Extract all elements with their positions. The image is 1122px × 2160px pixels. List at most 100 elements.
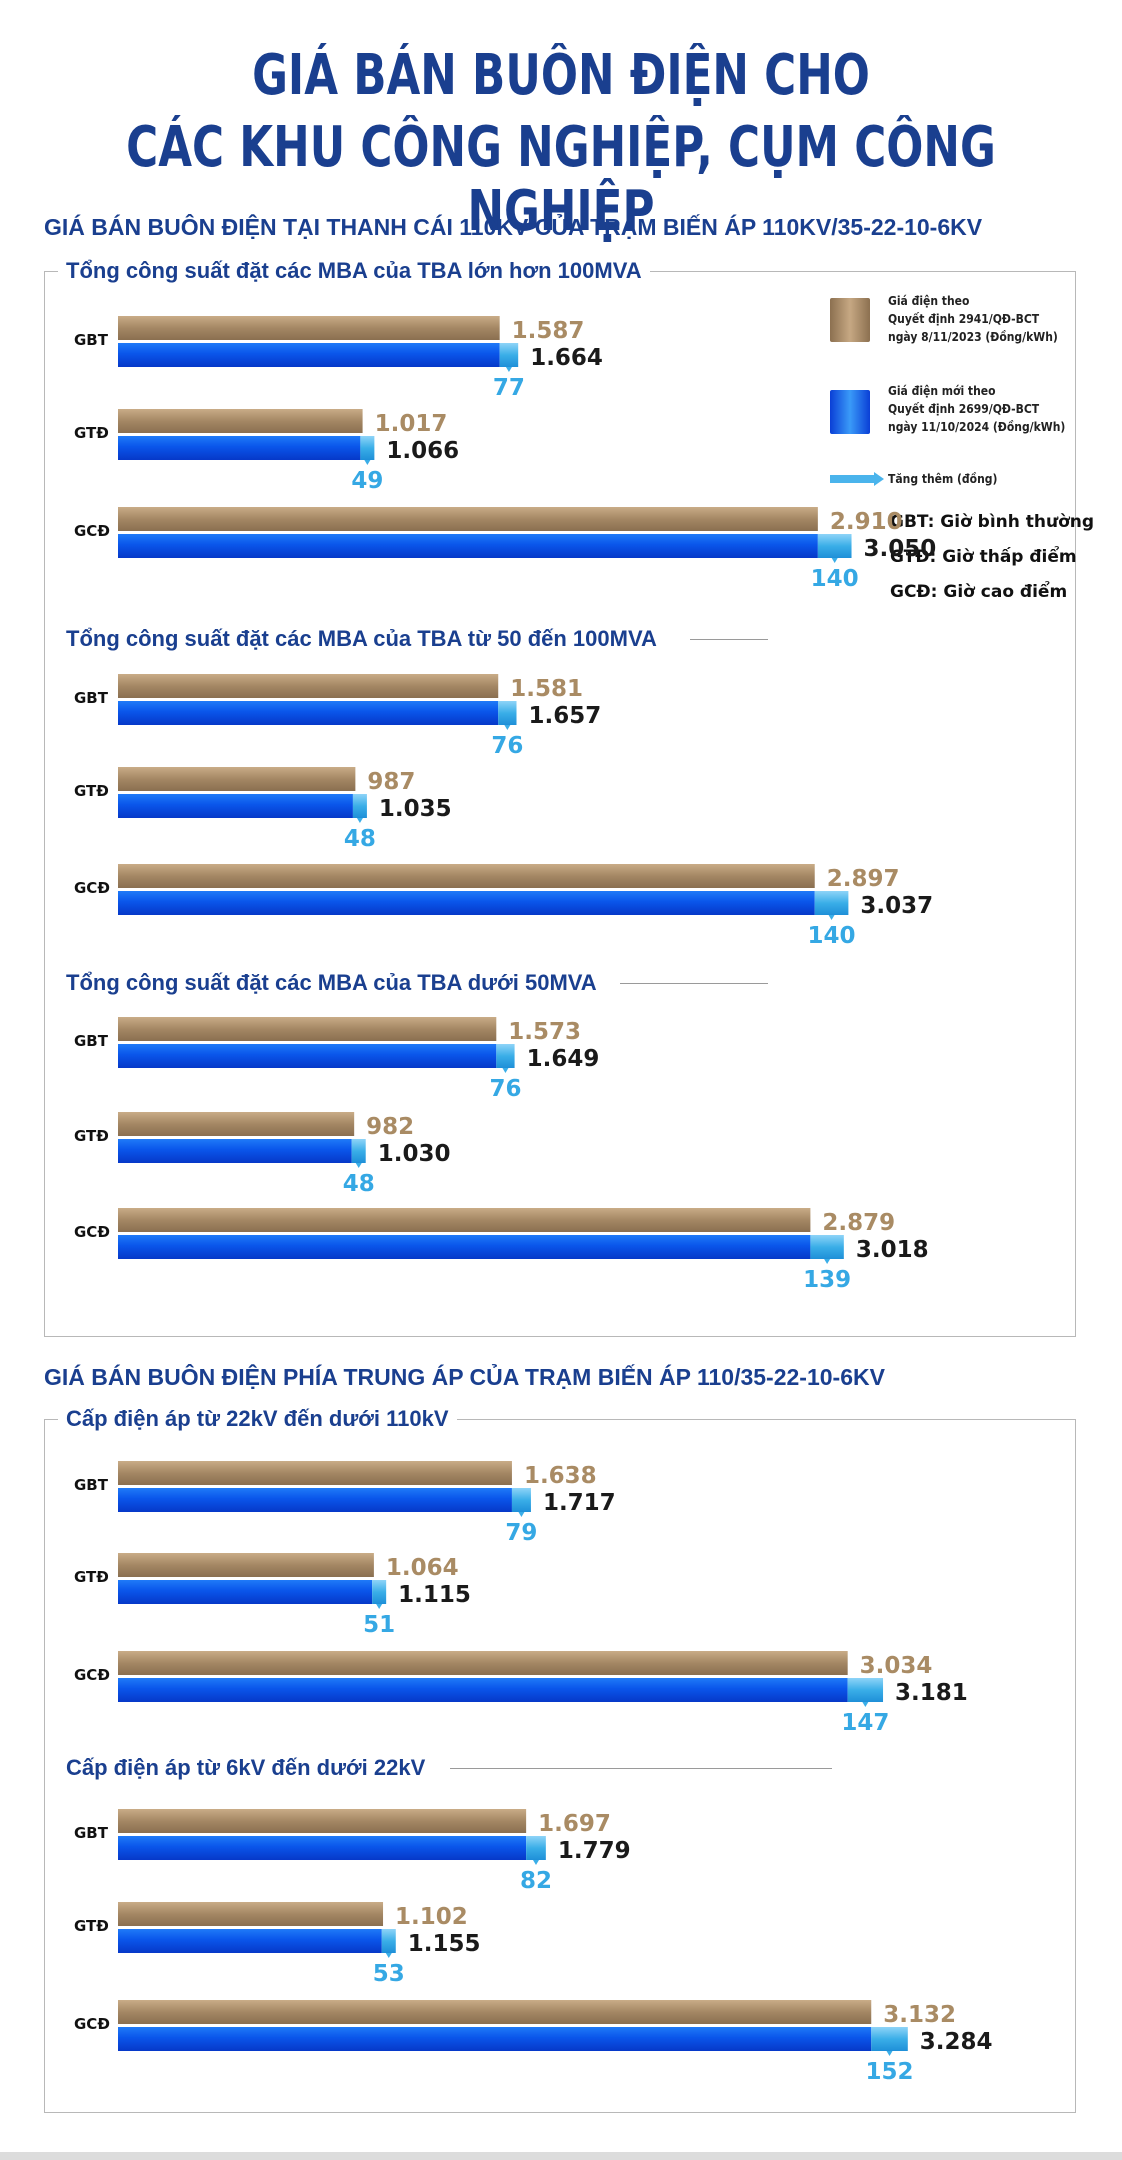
- chart-5-title-rule: [450, 1768, 832, 1769]
- new-price-label: 1.664: [530, 345, 603, 371]
- category-label: GBT: [74, 689, 109, 707]
- new-price-label: 1.035: [379, 796, 452, 822]
- increase-segment: [810, 1235, 844, 1259]
- increase-pointer: [376, 1604, 383, 1609]
- increase-label: 140: [811, 566, 859, 592]
- new-price-bar: [118, 343, 500, 367]
- chart-2-title-rule: [690, 639, 768, 640]
- section-2-frame: [44, 1419, 1076, 2113]
- increase-pointer: [505, 367, 512, 372]
- new-price-label: 3.181: [895, 1680, 968, 1706]
- legend-new-line-3: ngày 11/10/2024 (Đồng/kWh): [888, 420, 1066, 434]
- new-price-label: 1.155: [408, 1931, 481, 1957]
- legend-increase-arrow-icon: [830, 472, 884, 486]
- increase-segment: [817, 534, 852, 558]
- section-1-title: GIÁ BÁN BUÔN ĐIỆN TẠI THANH CÁI 110KV CỦ…: [44, 214, 983, 240]
- new-price-bar: [118, 2027, 872, 2051]
- new-price-label: 1.115: [398, 1582, 471, 1608]
- new-price-label: 1.066: [386, 438, 459, 464]
- increase-label: 53: [373, 1961, 405, 1987]
- increase-pointer: [886, 2051, 893, 2056]
- old-price-bar: [118, 316, 500, 340]
- legend-old-line-2: Quyết định 2941/QĐ-BCT: [888, 312, 1040, 326]
- increase-pointer: [504, 725, 511, 730]
- legend-gbt: GBT: Giờ bình thường: [890, 512, 1095, 532]
- category-label: GCĐ: [74, 522, 110, 540]
- new-price-label: 3.050: [864, 536, 937, 562]
- new-price-label: 3.018: [856, 1237, 929, 1263]
- legend-new-line-2: Quyết định 2699/QĐ-BCT: [888, 402, 1040, 416]
- increase-pointer: [355, 1163, 362, 1168]
- increase-pointer: [385, 1953, 392, 1958]
- increase-label: 140: [808, 923, 856, 949]
- chart-3-title-rule: [620, 983, 768, 984]
- increase-pointer: [831, 558, 838, 563]
- increase-label: 48: [343, 1171, 375, 1197]
- increase-label: 152: [866, 2059, 914, 2085]
- old-price-bar: [118, 2000, 872, 2024]
- old-price-label: 1.573: [508, 1019, 581, 1045]
- old-price-bar: [118, 409, 363, 433]
- old-price-bar: [118, 1461, 512, 1485]
- new-price-bar: [118, 701, 499, 725]
- category-label: GTĐ: [74, 782, 109, 800]
- increase-label: 51: [363, 1612, 395, 1638]
- legend-swatch-new-price: [830, 390, 870, 434]
- chart-3-title: Tổng công suất đặt các MBA của TBA dưới …: [58, 970, 605, 996]
- new-price-label: 1.657: [529, 703, 602, 729]
- increase-pointer: [824, 1259, 831, 1264]
- increase-label: 48: [344, 826, 376, 852]
- category-label: GTĐ: [74, 1917, 109, 1935]
- legend-old-price: Giá điện theo Quyết định 2941/QĐ-BCT ngà…: [888, 292, 1058, 346]
- increase-segment: [351, 1139, 366, 1163]
- old-price-label: 2.897: [827, 866, 900, 892]
- increase-label: 82: [520, 1868, 552, 1894]
- old-price-label: 1.064: [386, 1555, 459, 1581]
- increase-segment: [499, 343, 519, 367]
- old-price-label: 2.879: [822, 1210, 895, 1236]
- new-price-label: 3.037: [860, 893, 933, 919]
- old-price-bar: [118, 1553, 374, 1577]
- increase-segment: [360, 436, 375, 460]
- increase-pointer: [356, 818, 363, 823]
- increase-segment: [352, 794, 367, 818]
- increase-segment: [498, 701, 517, 725]
- page-title-line-1: GIÁ BÁN BUÔN ĐIỆN CHO: [252, 43, 870, 108]
- old-price-label: 3.132: [883, 2002, 956, 2028]
- legend-old-line-3: ngày 8/11/2023 (Đồng/kWh): [888, 330, 1058, 344]
- old-price-label: 1.587: [512, 318, 585, 344]
- category-label: GCĐ: [74, 1666, 110, 1684]
- old-price-label: 2.910: [830, 509, 903, 535]
- category-label: GBT: [74, 1476, 109, 1494]
- chart-2-title: Tổng công suất đặt các MBA của TBA từ 50…: [58, 626, 665, 652]
- legend-new-price: Giá điện mới theo Quyết định 2699/QĐ-BCT…: [888, 382, 1065, 436]
- increase-label: 76: [491, 733, 523, 759]
- old-price-label: 1.697: [538, 1811, 611, 1837]
- increase-segment: [847, 1678, 884, 1702]
- legend-old-line-1: Giá điện theo: [888, 294, 970, 308]
- new-price-bar: [118, 1044, 497, 1068]
- new-price-label: 1.030: [378, 1141, 451, 1167]
- legend-gcd: GCĐ: Giờ cao điểm: [890, 582, 1068, 602]
- old-price-bar: [118, 864, 815, 888]
- increase-label: 49: [351, 468, 383, 494]
- increase-segment: [871, 2027, 908, 2051]
- increase-pointer: [862, 1702, 869, 1707]
- new-price-bar: [118, 1929, 382, 1953]
- old-price-bar: [118, 1208, 811, 1232]
- old-price-label: 987: [367, 769, 415, 795]
- increase-label: 79: [505, 1520, 537, 1546]
- new-price-bar: [118, 1139, 352, 1163]
- old-price-bar: [118, 1651, 848, 1675]
- new-price-bar: [118, 436, 361, 460]
- category-label: GCĐ: [74, 2015, 110, 2033]
- increase-pointer: [364, 460, 371, 465]
- old-price-label: 1.638: [524, 1463, 597, 1489]
- old-price-label: 1.017: [375, 411, 448, 437]
- chart-4-title: Cấp điện áp từ 22kV đến dưới 110kV: [58, 1406, 457, 1432]
- chart-5-title: Cấp điện áp từ 6kV đến dưới 22kV: [58, 1755, 434, 1781]
- increase-segment: [372, 1580, 387, 1604]
- increase-label: 139: [803, 1267, 851, 1293]
- increase-pointer: [502, 1068, 509, 1073]
- category-label: GBT: [74, 331, 109, 349]
